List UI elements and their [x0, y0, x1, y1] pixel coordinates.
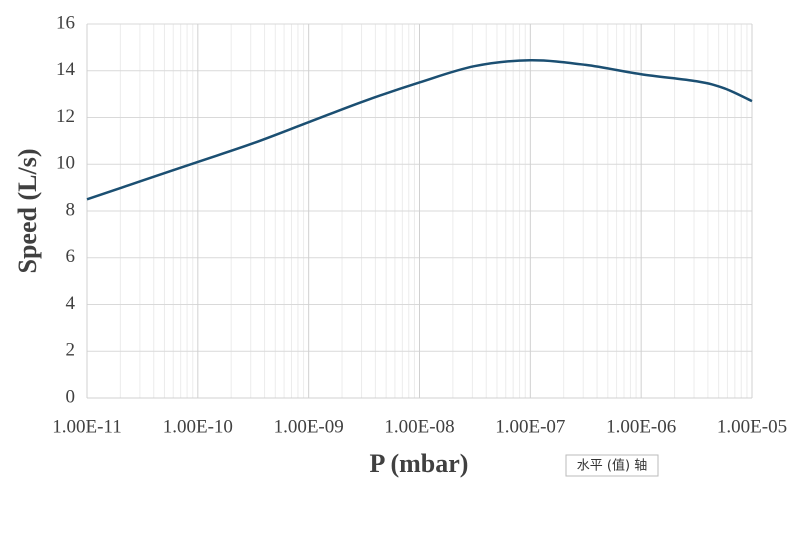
x-tick-label: 1.00E-06	[606, 416, 676, 437]
y-tick-label: 12	[56, 106, 75, 127]
line-series	[86, 58, 753, 201]
x-axis-title: P (mbar)	[370, 449, 469, 478]
y-tick-label: 8	[66, 199, 76, 220]
y-tick-label: 14	[56, 59, 76, 80]
y-tick-label: 4	[66, 293, 76, 314]
x-tick-label: 1.00E-09	[274, 416, 344, 437]
x-tick-label: 1.00E-10	[163, 416, 233, 437]
y-tick-label: 16	[56, 12, 75, 33]
y-tick-label: 6	[66, 246, 76, 267]
y-axis-title: Speed (L/s)	[13, 149, 42, 274]
x-tick-label: 1.00E-11	[52, 416, 121, 437]
x-tick-label: 1.00E-05	[717, 416, 787, 437]
annotation: 水平 (值) 轴	[577, 458, 647, 474]
y-tick-label: 10	[56, 153, 75, 174]
x-tick-label: 1.00E-07	[495, 416, 565, 437]
y-tick-label: 2	[66, 340, 76, 361]
x-tick-label: 1.00E-08	[384, 416, 454, 437]
annotation-box	[565, 454, 659, 477]
y-tick-label: 0	[66, 386, 76, 407]
